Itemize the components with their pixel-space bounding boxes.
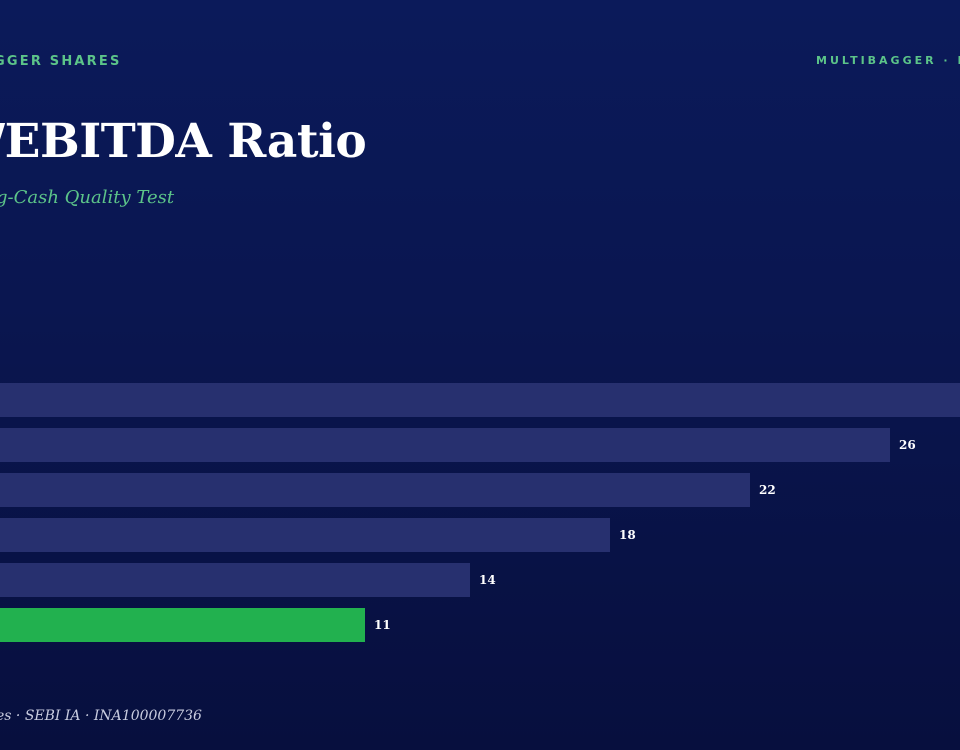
bar-1 — [0, 428, 890, 462]
bar-3 — [0, 518, 610, 552]
bar-value-label-3: 18 — [619, 528, 636, 542]
bar-2 — [0, 473, 750, 507]
bar-value-label-4: 14 — [479, 573, 496, 587]
header-kicker-right: MULTIBAGGER · D — [816, 54, 960, 67]
bar-value-label-2: 22 — [759, 483, 776, 497]
footer-disclaimer: es · SEBI IA · INA100007736 — [0, 708, 202, 724]
bar-5 — [0, 608, 365, 642]
bar-0 — [0, 383, 960, 417]
header-kicker-left: GGER SHARES — [0, 54, 122, 69]
bar-value-label-5: 11 — [374, 618, 391, 632]
chart-title: /EBITDA Ratio — [0, 114, 367, 169]
chart-subtitle: g-Cash Quality Test — [0, 187, 175, 208]
bar-4 — [0, 563, 470, 597]
bar-value-label-1: 26 — [899, 438, 916, 452]
